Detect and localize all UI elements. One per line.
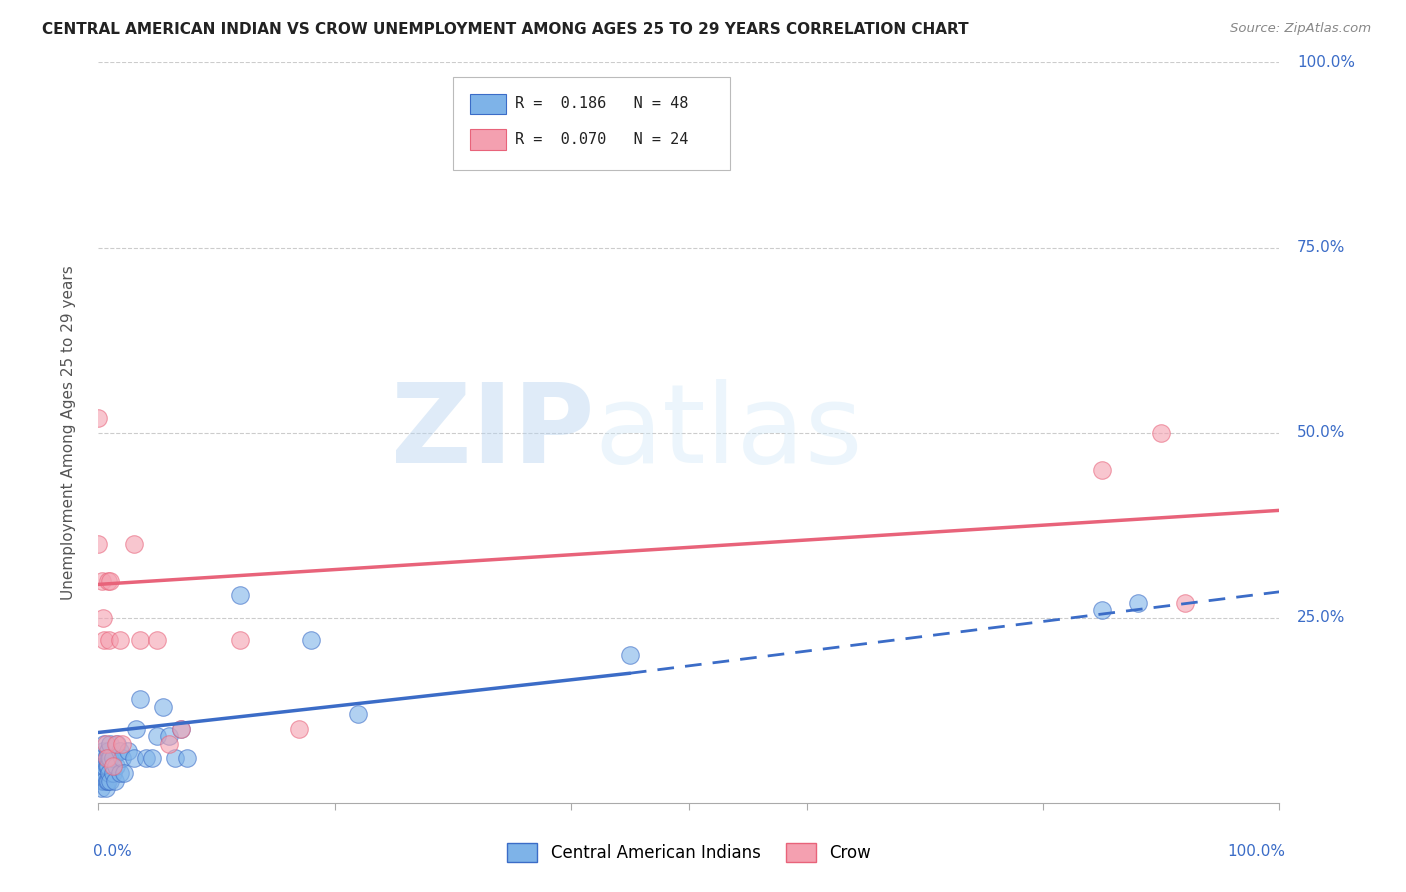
Point xyxy=(90,780,112,795)
Point xyxy=(93,632,115,647)
Point xyxy=(288,722,311,736)
Text: ZIP: ZIP xyxy=(391,379,595,486)
Point xyxy=(91,610,114,624)
Point xyxy=(108,632,131,647)
Point xyxy=(122,751,145,765)
Point xyxy=(98,737,121,751)
Point xyxy=(152,699,174,714)
Point xyxy=(87,536,110,550)
Point xyxy=(91,758,114,772)
Point xyxy=(96,773,118,788)
Point xyxy=(146,729,169,743)
Point xyxy=(146,632,169,647)
Point xyxy=(96,758,118,772)
Point xyxy=(105,737,128,751)
Point xyxy=(1150,425,1173,440)
Point xyxy=(97,744,120,758)
Point xyxy=(157,737,180,751)
Point xyxy=(101,758,124,772)
Text: CENTRAL AMERICAN INDIAN VS CROW UNEMPLOYMENT AMONG AGES 25 TO 29 YEARS CORRELATI: CENTRAL AMERICAN INDIAN VS CROW UNEMPLOY… xyxy=(42,22,969,37)
Bar xyxy=(471,94,506,114)
Y-axis label: Unemployment Among Ages 25 to 29 years: Unemployment Among Ages 25 to 29 years xyxy=(60,265,76,600)
Point xyxy=(1091,462,1114,476)
Point xyxy=(108,766,131,780)
Point xyxy=(111,751,134,765)
Point xyxy=(101,766,124,780)
Point xyxy=(347,706,370,721)
Point xyxy=(98,574,121,588)
Point xyxy=(1174,596,1197,610)
Point xyxy=(97,773,120,788)
Point xyxy=(98,773,121,788)
Point xyxy=(94,751,117,765)
Point xyxy=(229,632,252,647)
Point xyxy=(98,766,121,780)
Bar xyxy=(471,129,506,150)
Text: 75.0%: 75.0% xyxy=(1298,240,1346,255)
Point xyxy=(91,766,114,780)
Legend: Central American Indians, Crow: Central American Indians, Crow xyxy=(501,836,877,869)
Point xyxy=(97,574,120,588)
Point xyxy=(105,758,128,772)
Point xyxy=(165,751,187,765)
Text: 25.0%: 25.0% xyxy=(1298,610,1346,625)
Point xyxy=(229,589,252,603)
Point xyxy=(101,751,124,765)
Point xyxy=(1091,603,1114,617)
Point xyxy=(98,751,121,765)
Point xyxy=(135,751,157,765)
Point xyxy=(87,410,110,425)
Point xyxy=(98,751,121,765)
FancyBboxPatch shape xyxy=(453,78,730,169)
Point xyxy=(141,751,163,765)
Point xyxy=(105,737,128,751)
Text: R =  0.186   N = 48: R = 0.186 N = 48 xyxy=(516,96,689,112)
Point xyxy=(170,722,193,736)
Point xyxy=(108,744,131,758)
Text: Source: ZipAtlas.com: Source: ZipAtlas.com xyxy=(1230,22,1371,36)
Point xyxy=(619,648,641,662)
Point xyxy=(104,773,127,788)
Point xyxy=(98,632,121,647)
Text: 100.0%: 100.0% xyxy=(1227,844,1285,858)
Point xyxy=(97,758,120,772)
Text: 100.0%: 100.0% xyxy=(1298,55,1355,70)
Point xyxy=(112,766,135,780)
Point xyxy=(91,773,114,788)
Point xyxy=(111,737,134,751)
Point xyxy=(96,751,118,765)
Point xyxy=(117,744,139,758)
Point xyxy=(125,722,148,736)
Point xyxy=(176,751,198,765)
Point xyxy=(170,722,193,736)
Point xyxy=(91,574,114,588)
Point xyxy=(87,766,110,780)
Text: R =  0.070   N = 24: R = 0.070 N = 24 xyxy=(516,132,689,147)
Point xyxy=(128,692,150,706)
Point xyxy=(93,737,115,751)
Text: 50.0%: 50.0% xyxy=(1298,425,1346,440)
Point xyxy=(122,536,145,550)
Point xyxy=(157,729,180,743)
Point xyxy=(299,632,322,647)
Point xyxy=(94,737,117,751)
Point xyxy=(91,744,114,758)
Point xyxy=(93,758,115,772)
Text: 0.0%: 0.0% xyxy=(93,844,131,858)
Text: atlas: atlas xyxy=(595,379,863,486)
Point xyxy=(94,780,117,795)
Point xyxy=(93,773,115,788)
Point xyxy=(1126,596,1149,610)
Point xyxy=(128,632,150,647)
